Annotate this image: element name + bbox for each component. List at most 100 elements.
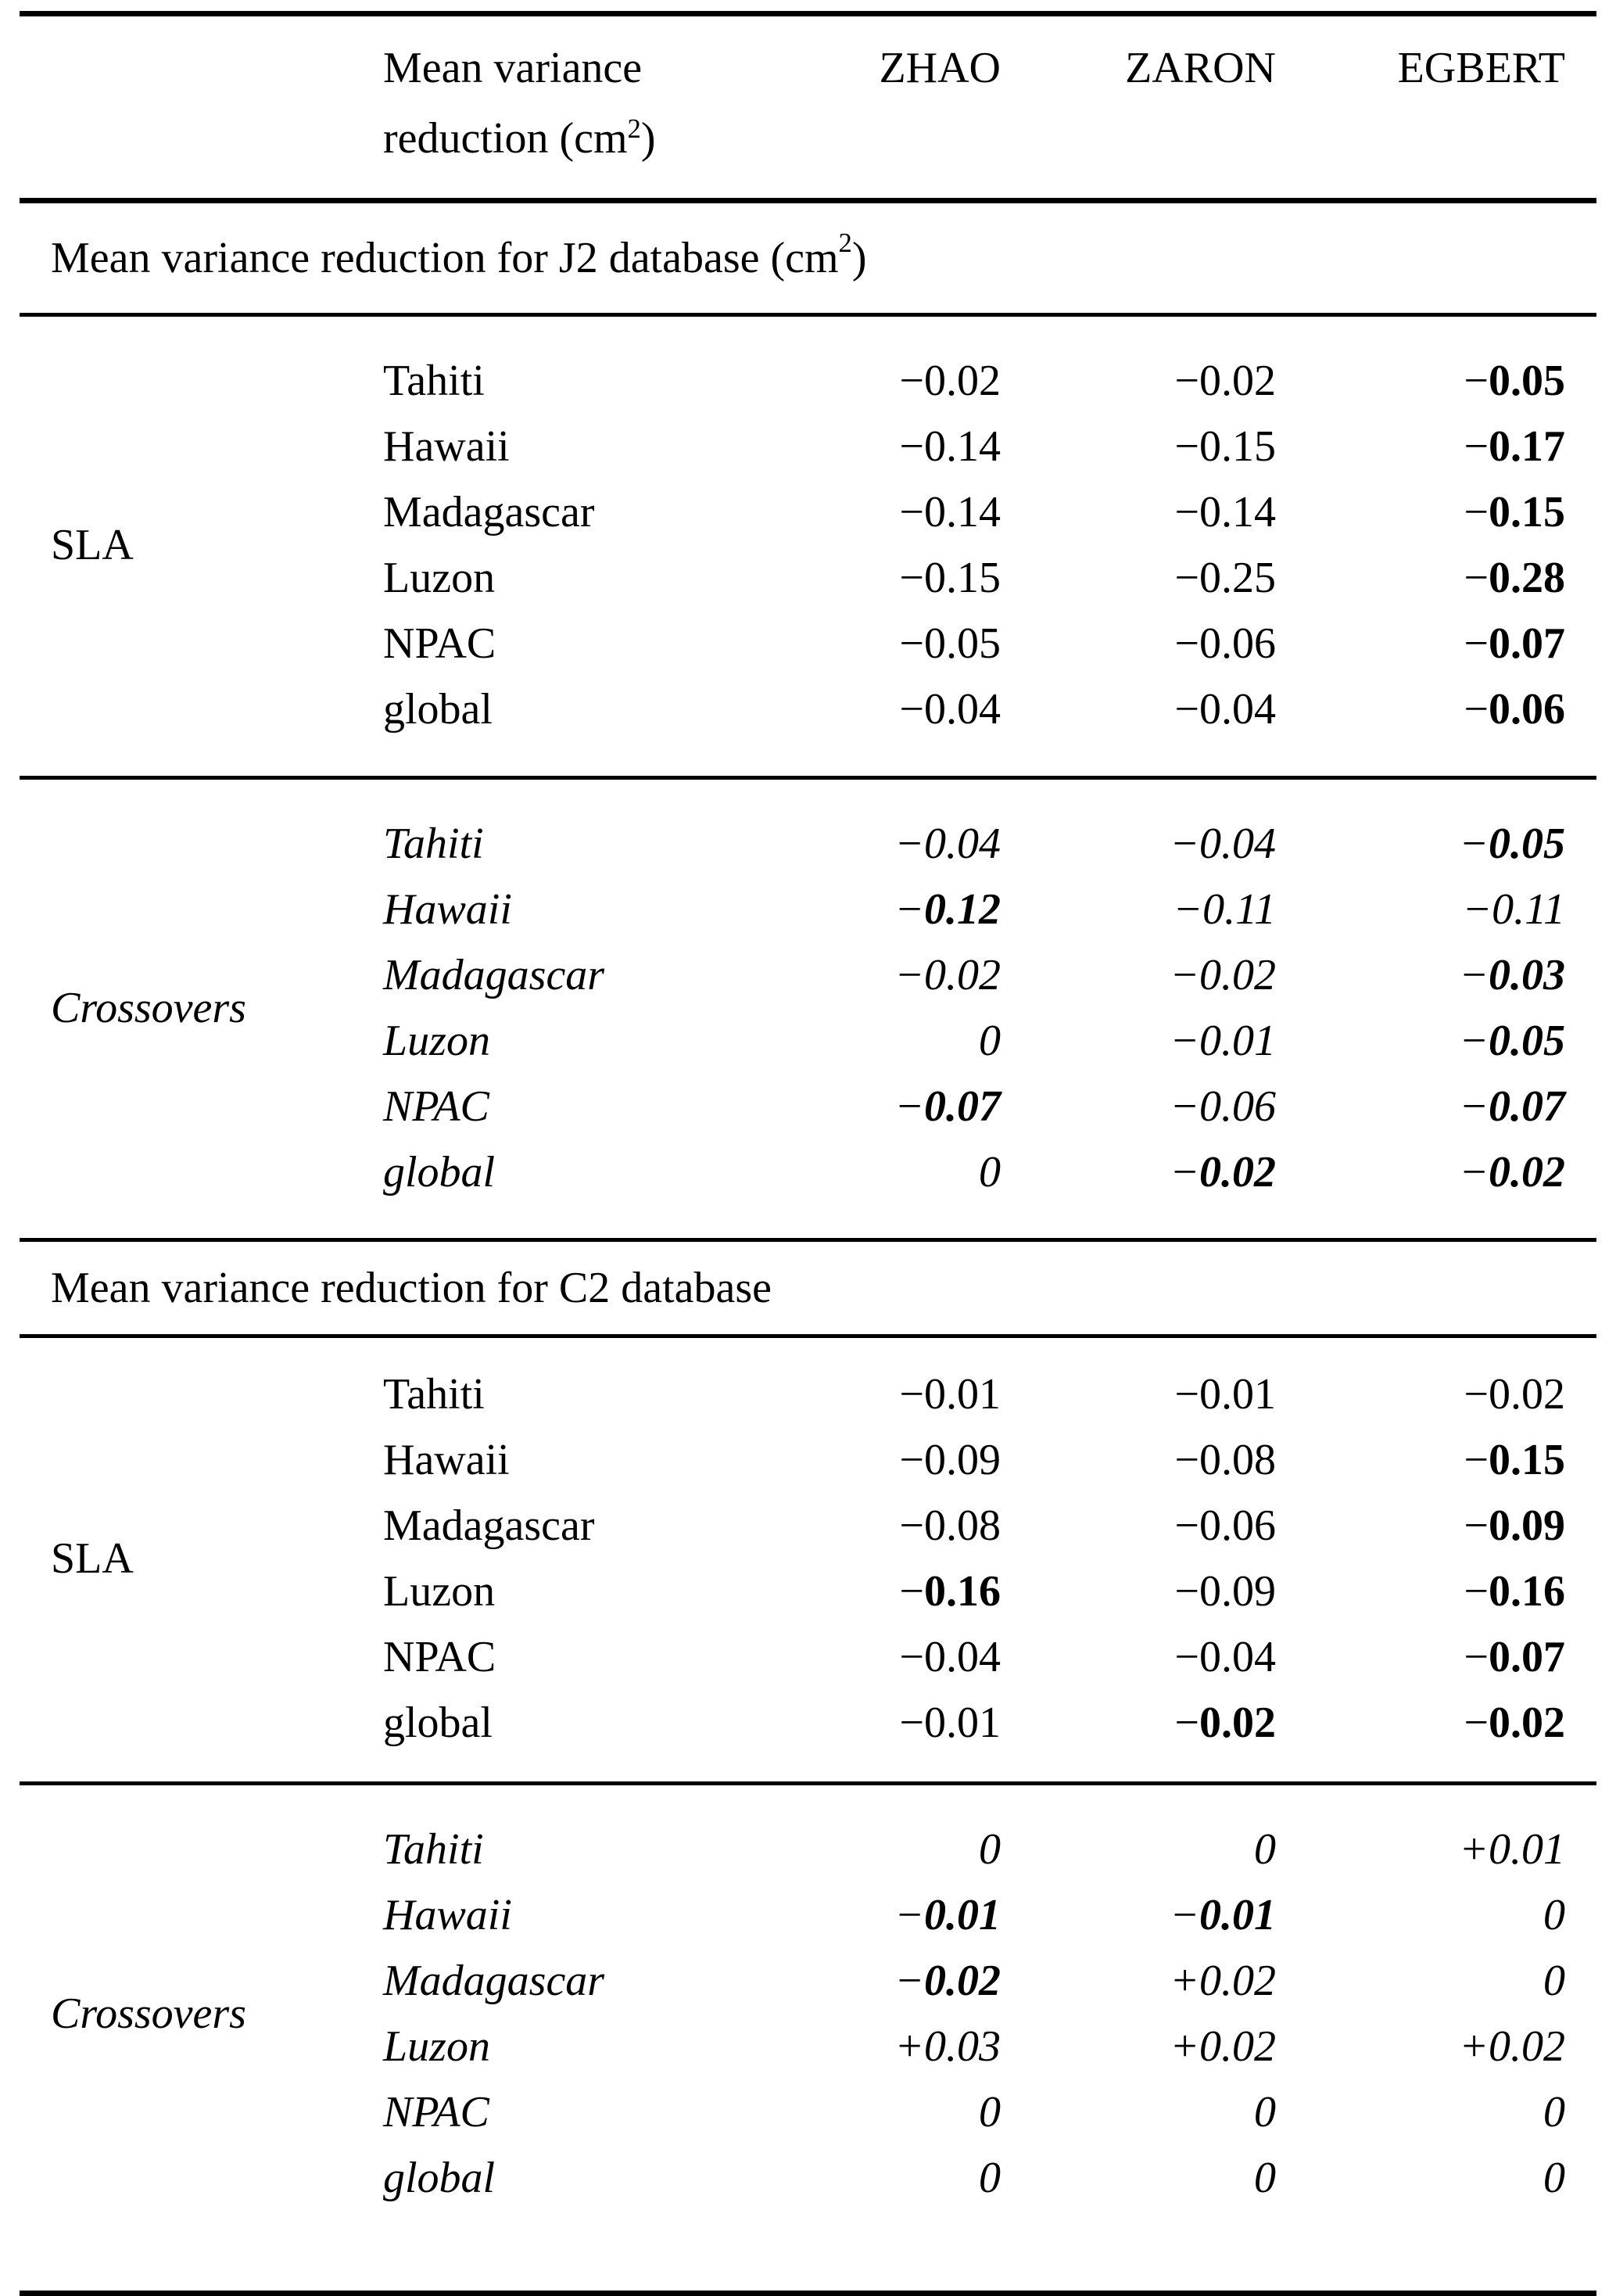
value-number: 0.15 [1489,1436,1565,1484]
region-label: Tahiti [383,1370,485,1419]
value-number: 0.07 [1489,1633,1565,1681]
value-cell: −0.02 [1174,357,1276,405]
value-number: 0.28 [1489,554,1565,602]
value-sign: − [1170,1148,1199,1196]
region-label: Madagascar [383,1957,605,2005]
superscript-2: 2 [627,113,641,144]
value-cell: −0.05 [1276,1008,1596,1074]
table-header-row: Mean variance reduction (cm2) ZHAO ZARON… [20,16,1596,198]
value-sign: − [1464,422,1489,471]
value-cell: −0.01 [1174,1370,1276,1419]
value-cell: −0.01 [899,1370,1001,1419]
value-cell: −0.08 [1174,1436,1276,1484]
top-rule [20,11,1596,16]
value-sign: − [1464,1567,1489,1616]
measure-header-line2-text: reduction (cm [383,114,628,163]
value-number: 0.07 [1489,619,1565,668]
region-label: Tahiti [383,820,484,868]
value-cell: −0.02 [1170,951,1276,999]
section-title-j2-text: Mean variance reduction for J2 database … [51,234,839,282]
region-label: Hawaii [383,422,510,471]
value-number: 0.01 [1199,1891,1276,1939]
value-sign: − [1459,1017,1489,1065]
value-cell: −0.06 [1276,676,1596,742]
value-number: 0.02 [1489,1148,1565,1196]
value-sign: − [1464,488,1489,536]
group-crossovers-c2: Crossovers Tahiti 0 0 +0.01 Hawaii −0.01 −0.01 0… [20,1785,1596,2291]
value-cell: 0 [1543,1891,1565,1939]
bottom-rule [20,2291,1596,2296]
value-number: 0.05 [1489,1017,1565,1065]
column-header-zhao: ZHAO [879,44,1001,92]
value-number: 0.15 [1489,488,1565,536]
value-cell: 0 [979,2088,1001,2136]
value-cell: −0.01 [801,1882,1001,1948]
value-cell: 0 [1254,2154,1276,2202]
measure-header-line2-close: ) [640,114,656,163]
value-sign: − [894,1082,924,1131]
value-sign: − [1464,1699,1489,1747]
region-label: Luzon [383,1567,496,1616]
value-number: 0.16 [1489,1567,1565,1616]
value-cell: −0.12 [801,877,1001,942]
value-number: 0.01 [924,1891,1001,1939]
region-label: Madagascar [383,951,605,999]
value-cell: 0 [1543,1957,1565,2005]
value-cell: −0.04 [1174,685,1276,734]
value-cell: −0.16 [801,1559,1001,1624]
region-label: NPAC [383,1633,496,1681]
value-cell: −0.25 [1174,554,1276,602]
value-sign: − [1174,1699,1199,1747]
value-sign: − [899,1567,924,1616]
region-label: NPAC [383,2088,489,2136]
value-cell: −0.14 [899,488,1001,536]
value-cell: −0.04 [894,820,1001,868]
value-cell: −0.09 [1174,1567,1276,1616]
value-cell: −0.02 [1001,1139,1276,1205]
measure-column-header: Mean variance reduction (cm2) [364,16,801,198]
value-cell: −0.02 [894,951,1001,999]
value-sign: − [1464,1436,1489,1484]
region-label: Tahiti [383,1825,484,1874]
value-cell: −0.07 [1276,1074,1596,1139]
value-cell: +0.02 [1459,2022,1565,2071]
value-cell: −0.01 [1001,1882,1276,1948]
value-cell: +0.03 [894,2022,1001,2071]
measure-header-line1: Mean variance [383,44,643,92]
value-cell: −0.08 [899,1501,1001,1550]
group-label: Crossovers [51,1989,246,2038]
group-crossovers-j2: Crossovers Tahiti −0.04 −0.04 −0.05 Hawaii −0.… [20,780,1596,1238]
value-cell: −0.04 [1170,820,1276,868]
value-cell: −0.15 [1174,422,1276,471]
section-rule [20,776,1596,780]
value-cell: −0.05 [899,619,1001,668]
value-number: 0.02 [1199,1148,1276,1196]
value-cell: −0.03 [1276,942,1596,1008]
section-rule [20,313,1596,317]
group-label: SLA [51,1534,134,1583]
value-cell: −0.02 [1464,1370,1565,1419]
value-sign: − [1464,685,1489,734]
value-sign: − [1170,1891,1199,1939]
section-title-j2: Mean variance reduction for J2 database … [51,227,867,282]
value-number: 0.05 [1489,820,1565,868]
region-label: Hawaii [383,1436,510,1484]
region-label: NPAC [383,1082,489,1131]
value-cell: −0.28 [1276,545,1596,611]
value-sign: − [1464,357,1489,405]
value-cell: −0.05 [1276,348,1596,414]
section-title-c2: Mean variance reduction for C2 database [20,1242,1596,1334]
value-cell: +0.02 [1170,2022,1276,2071]
value-cell: 0 [1254,2088,1276,2136]
value-cell: −0.04 [1174,1633,1276,1681]
value-sign: − [1459,951,1489,999]
value-cell: −0.14 [899,422,1001,471]
value-number: 0.06 [1489,685,1565,734]
value-cell: −0.02 [1001,1690,1276,1756]
value-sign: − [1459,1148,1489,1196]
value-cell: −0.02 [801,1948,1001,2014]
value-cell: −0.02 [1276,1690,1596,1756]
measure-header-line2: reduction (cm2) [383,103,801,174]
section-title-j2-close: ) [851,234,867,282]
value-number: 0.03 [1489,951,1565,999]
